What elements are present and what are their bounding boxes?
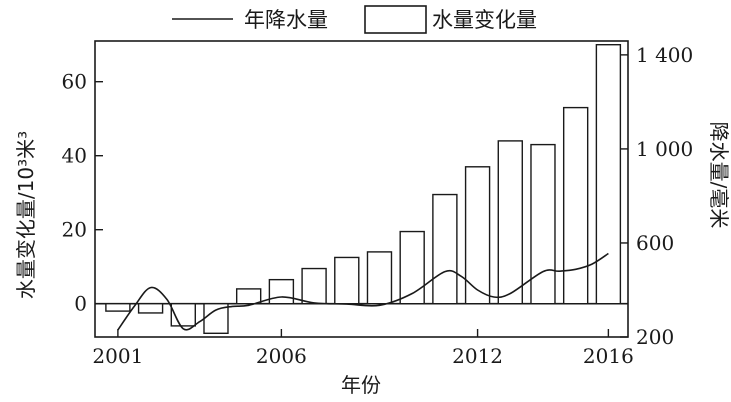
right-tick-label: 200 <box>636 325 674 349</box>
x-tick-label: 2016 <box>583 344 634 368</box>
bar-2009 <box>366 251 393 305</box>
bar-2002 <box>137 303 164 314</box>
x-axis-title: 年份 <box>341 373 381 397</box>
right-axis-title: 降水量/毫米 <box>707 122 731 229</box>
ticks-layer: 0 20 40 60 200 600 1 000 1 400 2001 2006 2012 2016 <box>62 43 694 368</box>
left-tick-label: 60 <box>62 70 87 94</box>
x-tick-label: 2006 <box>256 344 307 368</box>
legend-line-label: 年降水量 <box>244 8 328 32</box>
bar-2006 <box>268 278 295 305</box>
left-tick-label: 40 <box>62 144 87 168</box>
bar-2008 <box>334 256 360 305</box>
legend-bar-swatch <box>364 5 427 34</box>
left-tick-label: 20 <box>62 218 87 242</box>
bar-2001 <box>105 303 131 312</box>
bar-2005 <box>235 288 262 305</box>
bar-2010 <box>399 230 425 305</box>
right-tick-label: 1 000 <box>636 137 693 161</box>
bar-2015 <box>562 106 589 305</box>
right-tick-label: 1 400 <box>636 43 693 67</box>
plot-frame <box>94 40 629 338</box>
left-axis-title: 水量变化量/10³米³ <box>14 131 38 299</box>
precipitation-line <box>117 252 609 331</box>
bar-2016 <box>595 44 622 305</box>
bar-2012 <box>464 166 491 305</box>
bar-2014 <box>530 143 556 305</box>
x-tick-label: 2001 <box>92 344 143 368</box>
right-tick-label: 600 <box>636 231 674 255</box>
x-tick-label: 2012 <box>452 344 503 368</box>
legend: 年降水量 水量变化量 <box>172 5 537 34</box>
bars-layer <box>105 44 622 335</box>
bar-2011 <box>432 193 458 305</box>
left-tick-label: 0 <box>74 292 87 316</box>
legend-bar-label: 水量变化量 <box>432 8 537 32</box>
bar-2013 <box>497 140 523 305</box>
bar-2007 <box>301 267 327 305</box>
